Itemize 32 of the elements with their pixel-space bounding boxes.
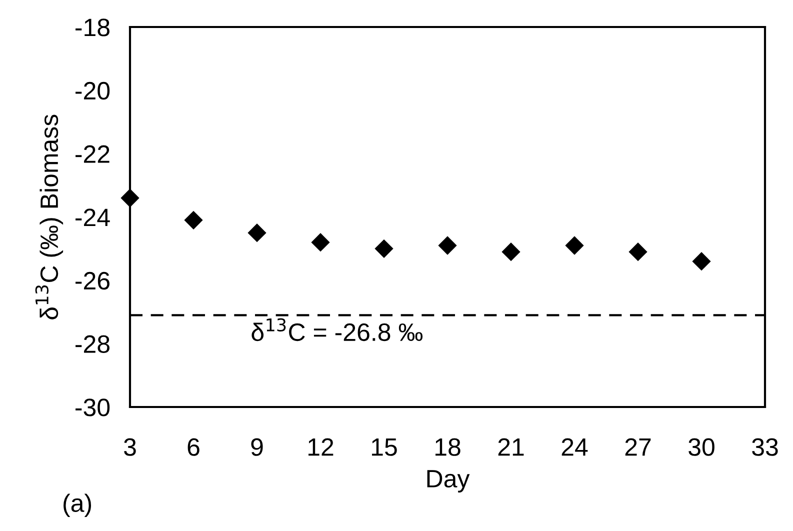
- point: [374, 239, 394, 258]
- x-tick-label: 21: [498, 438, 524, 456]
- point: [628, 242, 648, 262]
- x-tick-label: 9: [251, 438, 263, 456]
- x-tick-label: 6: [188, 438, 200, 456]
- y-tick-label: -28: [76, 335, 110, 353]
- point: [311, 233, 330, 252]
- point: [692, 252, 711, 271]
- point: [502, 242, 520, 262]
- y-tick-label: -24: [76, 208, 110, 226]
- x-tick-label: 33: [752, 438, 778, 456]
- y-tick-label: -22: [76, 145, 110, 163]
- y-tick-label: -26: [76, 272, 110, 290]
- point: [438, 236, 457, 255]
- point: [184, 210, 203, 230]
- y-axis-title: δ$^{13}$C (‰) Biomass: [35, 114, 64, 320]
- y-tick-label: -18: [76, 18, 110, 36]
- x-tick-label: 3: [124, 438, 136, 456]
- text: (a): [64, 494, 91, 517]
- y-tick-label: -30: [76, 398, 110, 416]
- annotation: δ$^{13}$C = -26.8 ‰: [252, 318, 423, 342]
- x-tick-label: 15: [372, 438, 397, 456]
- x-tick-label: 18: [436, 438, 460, 456]
- point: [248, 224, 266, 242]
- y-tick-label: -20: [76, 82, 110, 100]
- x-tick-label: 24: [562, 438, 588, 456]
- x-tick-label: 27: [625, 438, 651, 456]
- point: [120, 188, 140, 208]
- x-tick-label: 30: [688, 438, 714, 456]
- x-tick-label: 12: [308, 438, 334, 456]
- x-axis-title: Day: [427, 470, 470, 492]
- point: [565, 236, 584, 255]
